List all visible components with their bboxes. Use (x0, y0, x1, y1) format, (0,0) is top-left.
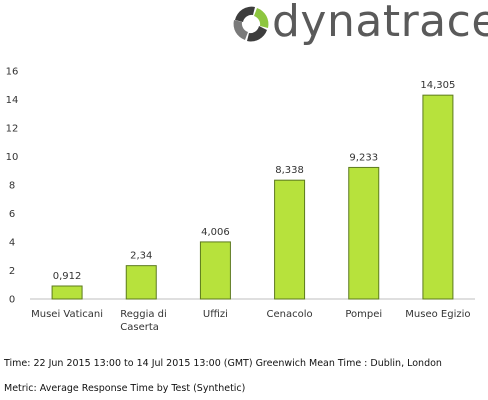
bars (51, 94, 454, 300)
y-tick-label: 12 (6, 124, 19, 135)
y-tick-label: 16 (6, 67, 19, 78)
data-label: 8,338 (275, 165, 304, 176)
data-label: 14,305 (420, 80, 455, 91)
brand-name: dynatrace (272, 0, 488, 47)
y-tick-label: 4 (9, 238, 15, 249)
bar (422, 94, 454, 300)
bar-chart: 0 2 4 6 8 10 12 14 16 0,912 2,34 4,006 8,338 9,233 14… (6, 67, 475, 333)
y-tick-label: 10 (6, 152, 19, 163)
y-tick-label: 0 (9, 295, 15, 306)
category-label: Museo Egizio (405, 309, 470, 320)
category-label: Pompei (345, 309, 382, 320)
bar (348, 166, 380, 300)
category-label: Musei Vaticani (31, 309, 103, 320)
data-label: 4,006 (201, 227, 230, 238)
dynatrace-logo-icon (233, 6, 269, 42)
category-label: Reggia di (120, 309, 167, 320)
y-tick-label: 2 (9, 266, 15, 277)
metric-text: Metric: Average Response Time by Test (S… (4, 383, 246, 394)
data-label: 0,912 (53, 271, 82, 282)
bar (125, 265, 157, 300)
y-tick-label: 6 (9, 209, 15, 220)
y-tick-label: 8 (9, 181, 15, 192)
bar (274, 179, 306, 300)
category-label: Cenacolo (267, 309, 313, 320)
data-labels: 0,912 2,34 4,006 8,338 9,233 14,305 (53, 80, 456, 282)
data-label: 9,233 (349, 152, 378, 163)
bar (51, 285, 83, 300)
dynatrace-logo (233, 6, 269, 42)
category-label: Caserta (120, 322, 159, 333)
bar (199, 241, 231, 300)
y-tick-label: 14 (6, 95, 19, 106)
category-labels: Musei Vaticani Reggia di Caserta Uffizi Cena… (31, 309, 470, 333)
data-label: 2,34 (130, 251, 152, 262)
time-range-text: Time: 22 Jun 2015 13:00 to 14 Jul 2015 1… (4, 358, 442, 369)
category-label: Uffizi (203, 309, 228, 320)
y-axis: 0 2 4 6 8 10 12 14 16 (6, 67, 19, 306)
